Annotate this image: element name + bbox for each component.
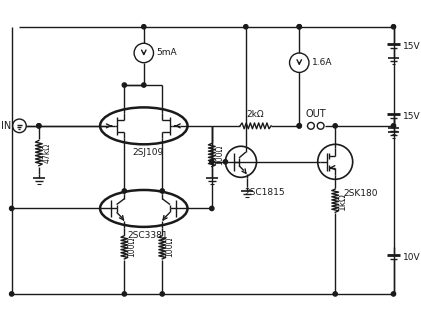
Text: 1.6A: 1.6A [312,58,333,67]
Text: 1kΩ: 1kΩ [338,192,347,210]
Text: OUT: OUT [306,109,326,119]
Text: 2kΩ: 2kΩ [247,110,264,119]
Circle shape [122,83,126,87]
Circle shape [122,292,126,296]
Text: 100Ω: 100Ω [165,237,174,258]
Text: 2SJ109: 2SJ109 [132,148,163,157]
Circle shape [297,124,301,128]
Circle shape [37,124,41,128]
Text: 15V: 15V [403,112,421,121]
Circle shape [10,206,14,210]
Circle shape [210,160,214,164]
Circle shape [297,124,301,128]
Circle shape [141,24,146,29]
Text: 100Ω: 100Ω [215,145,224,165]
Circle shape [392,24,396,29]
Circle shape [141,83,146,87]
Text: 2SC3381: 2SC3381 [128,231,168,240]
Text: 2SC1815: 2SC1815 [244,188,285,197]
Circle shape [297,24,301,29]
Text: 10V: 10V [403,253,421,262]
Circle shape [10,292,14,296]
Circle shape [297,24,301,29]
Circle shape [223,160,228,164]
Text: 5mA: 5mA [157,48,177,57]
Text: 100Ω: 100Ω [127,237,136,258]
Text: 47kΩ: 47kΩ [43,143,52,163]
Circle shape [160,189,164,193]
Text: 15V: 15V [403,42,421,51]
Circle shape [37,124,41,128]
Circle shape [392,292,396,296]
Text: 2SK180: 2SK180 [343,189,378,198]
Circle shape [392,124,396,128]
Circle shape [333,292,337,296]
Circle shape [160,292,164,296]
Circle shape [122,189,126,193]
Circle shape [244,24,248,29]
Text: IN: IN [1,121,12,131]
Circle shape [210,206,214,210]
Circle shape [333,124,337,128]
